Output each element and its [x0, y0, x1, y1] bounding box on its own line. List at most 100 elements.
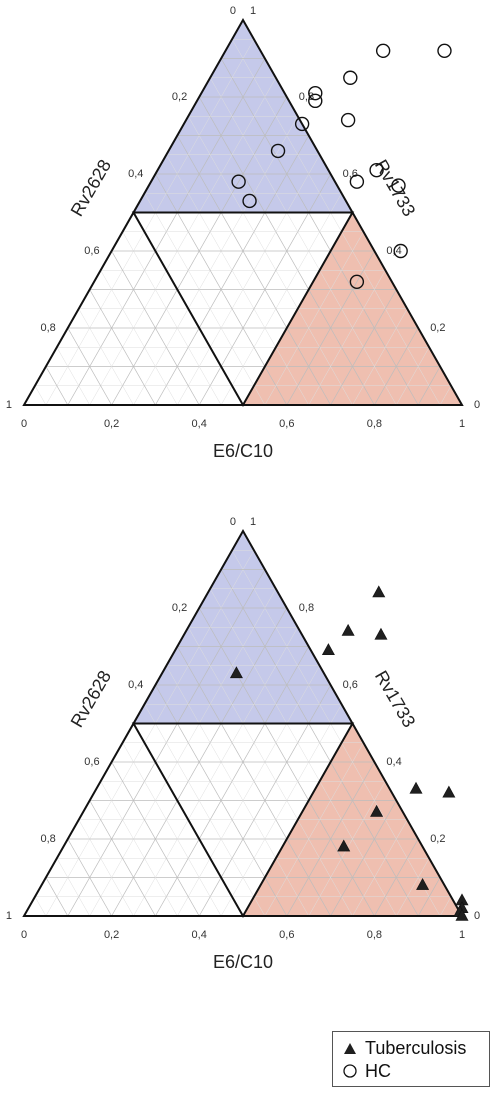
- tick-label-rv1733: 0: [474, 399, 480, 411]
- grid-line: [45, 877, 69, 917]
- tick-label-e6c10: 0,8: [367, 418, 382, 430]
- inner-triangle-outline: [131, 211, 355, 408]
- tick-label-rv1733: 0,2: [430, 322, 445, 334]
- hc-point: [391, 178, 406, 193]
- tick-label-rv2628: 1: [6, 910, 12, 922]
- grid-line: [308, 270, 386, 406]
- grid-line: [45, 550, 255, 917]
- legend-item-tuberculosis: Tuberculosis: [339, 1037, 466, 1059]
- tick-label-e6c10: 1: [459, 929, 465, 941]
- grid-line: [45, 39, 255, 406]
- grid-line: [439, 896, 452, 917]
- grid-line: [439, 385, 452, 406]
- tick-label-e6c10: 1: [459, 418, 465, 430]
- hc-point: [437, 43, 452, 58]
- tick-label-rv2628: 0,8: [41, 322, 56, 334]
- grid-line: [56, 858, 90, 917]
- axis-title-rv2628: Rv2628: [67, 667, 115, 731]
- tuberculosis-point: [455, 908, 469, 921]
- tick-label-e6c10: 0,6: [279, 929, 294, 941]
- grid-line: [188, 116, 353, 406]
- tick-label-rv2628: 0: [230, 516, 236, 528]
- grid-line: [67, 838, 112, 917]
- hc-point: [242, 193, 257, 209]
- grid-lines: [34, 39, 452, 406]
- tuberculosis-point: [370, 804, 384, 817]
- tick-label-rv2628: 1: [6, 399, 12, 411]
- tick-label-rv2628: 0,2: [172, 91, 187, 103]
- axis-title-rv1733: Rv1733: [371, 156, 419, 220]
- grid-line: [264, 231, 364, 406]
- axis-title-rv1733: Rv1733: [371, 667, 419, 731]
- legend-circle-marker: [339, 1063, 361, 1079]
- grid-line: [144, 704, 266, 917]
- tuberculosis-point: [374, 627, 388, 640]
- grid-line: [89, 588, 277, 917]
- grid-line: [89, 289, 156, 406]
- grid-line: [45, 366, 69, 406]
- tick-label-rv1733: 0,2: [430, 833, 445, 845]
- tick-label-e6c10: 0,2: [104, 418, 119, 430]
- tick-labels: 0 0,2 0,4 0,6 0,8 100,20,40,60,8110,80,60,40,…: [6, 5, 480, 430]
- ternary-panel-hc: 0 0,2 0,4 0,6 0,8 100,20,40,60,8110,80,60,40,…: [6, 5, 480, 461]
- legend-item-hc: HC: [339, 1060, 391, 1082]
- grid-line: [111, 761, 200, 917]
- grid-line: [78, 819, 134, 917]
- tick-label-rv1733: 1: [250, 5, 256, 17]
- grid-line: [133, 627, 298, 917]
- grid-line: [231, 39, 441, 406]
- grid-line: [100, 270, 178, 406]
- tuberculosis-point: [321, 643, 335, 656]
- grid-line: [396, 858, 430, 917]
- tick-labels: 0 0,2 0,4 0,6 0,8 100,20,40,60,8110,80,60,40,…: [6, 516, 480, 941]
- grid-line: [352, 308, 408, 406]
- grid-line: [220, 704, 342, 917]
- grid-line: [188, 627, 353, 917]
- tuberculosis-point: [372, 585, 386, 598]
- grid-line: [166, 665, 309, 917]
- grid-line: [144, 193, 266, 406]
- data-points: [229, 585, 469, 921]
- grid-line: [78, 308, 134, 406]
- hc-point: [308, 93, 323, 109]
- tick-label-rv2628: 0: [230, 5, 236, 17]
- grid-line: [122, 231, 222, 406]
- tick-label-rv2628: 0,4: [128, 168, 143, 180]
- hc-point: [369, 162, 384, 178]
- hc-point: [308, 85, 323, 101]
- grid-line: [177, 665, 320, 917]
- grid-line: [166, 154, 309, 406]
- tuberculosis-point: [229, 666, 243, 679]
- grid-line: [352, 819, 408, 917]
- tick-label-rv1733: 0,8: [299, 91, 314, 103]
- grid-line: [34, 896, 47, 917]
- tick-label-e6c10: 0: [21, 929, 27, 941]
- grid-line: [286, 761, 375, 917]
- legend-label-hc: HC: [365, 1060, 391, 1081]
- grid-line: [264, 742, 364, 917]
- grid-line: [220, 193, 342, 406]
- tick-label-rv1733: 0,6: [343, 168, 358, 180]
- tick-label-rv2628: 0,4: [128, 679, 143, 691]
- tuberculosis-point: [341, 623, 355, 636]
- grid-line: [374, 327, 419, 406]
- inner-triangle-outline: [131, 722, 355, 919]
- axis-title-e6c10: E6/C10: [213, 952, 273, 972]
- tick-label-e6c10: 0,6: [279, 418, 294, 430]
- grid-line: [89, 77, 277, 406]
- ternary-panel-tuberculosis: 0 0,2 0,4 0,6 0,8 100,20,40,60,8110,80,60,40,…: [6, 516, 480, 972]
- grid-line: [177, 154, 320, 406]
- tick-label-rv1733: 0,6: [343, 679, 358, 691]
- grid-line: [89, 800, 156, 917]
- hc-point: [349, 274, 365, 289]
- axis-title-rv2628: Rv2628: [67, 156, 115, 220]
- grid-line: [56, 347, 90, 406]
- hc-point: [349, 174, 365, 189]
- grid-line: [417, 877, 441, 917]
- grid-line: [231, 550, 441, 917]
- grid-line: [330, 289, 397, 406]
- hc-point: [343, 70, 358, 85]
- tuberculosis-point: [442, 785, 456, 798]
- grid-line: [67, 327, 112, 406]
